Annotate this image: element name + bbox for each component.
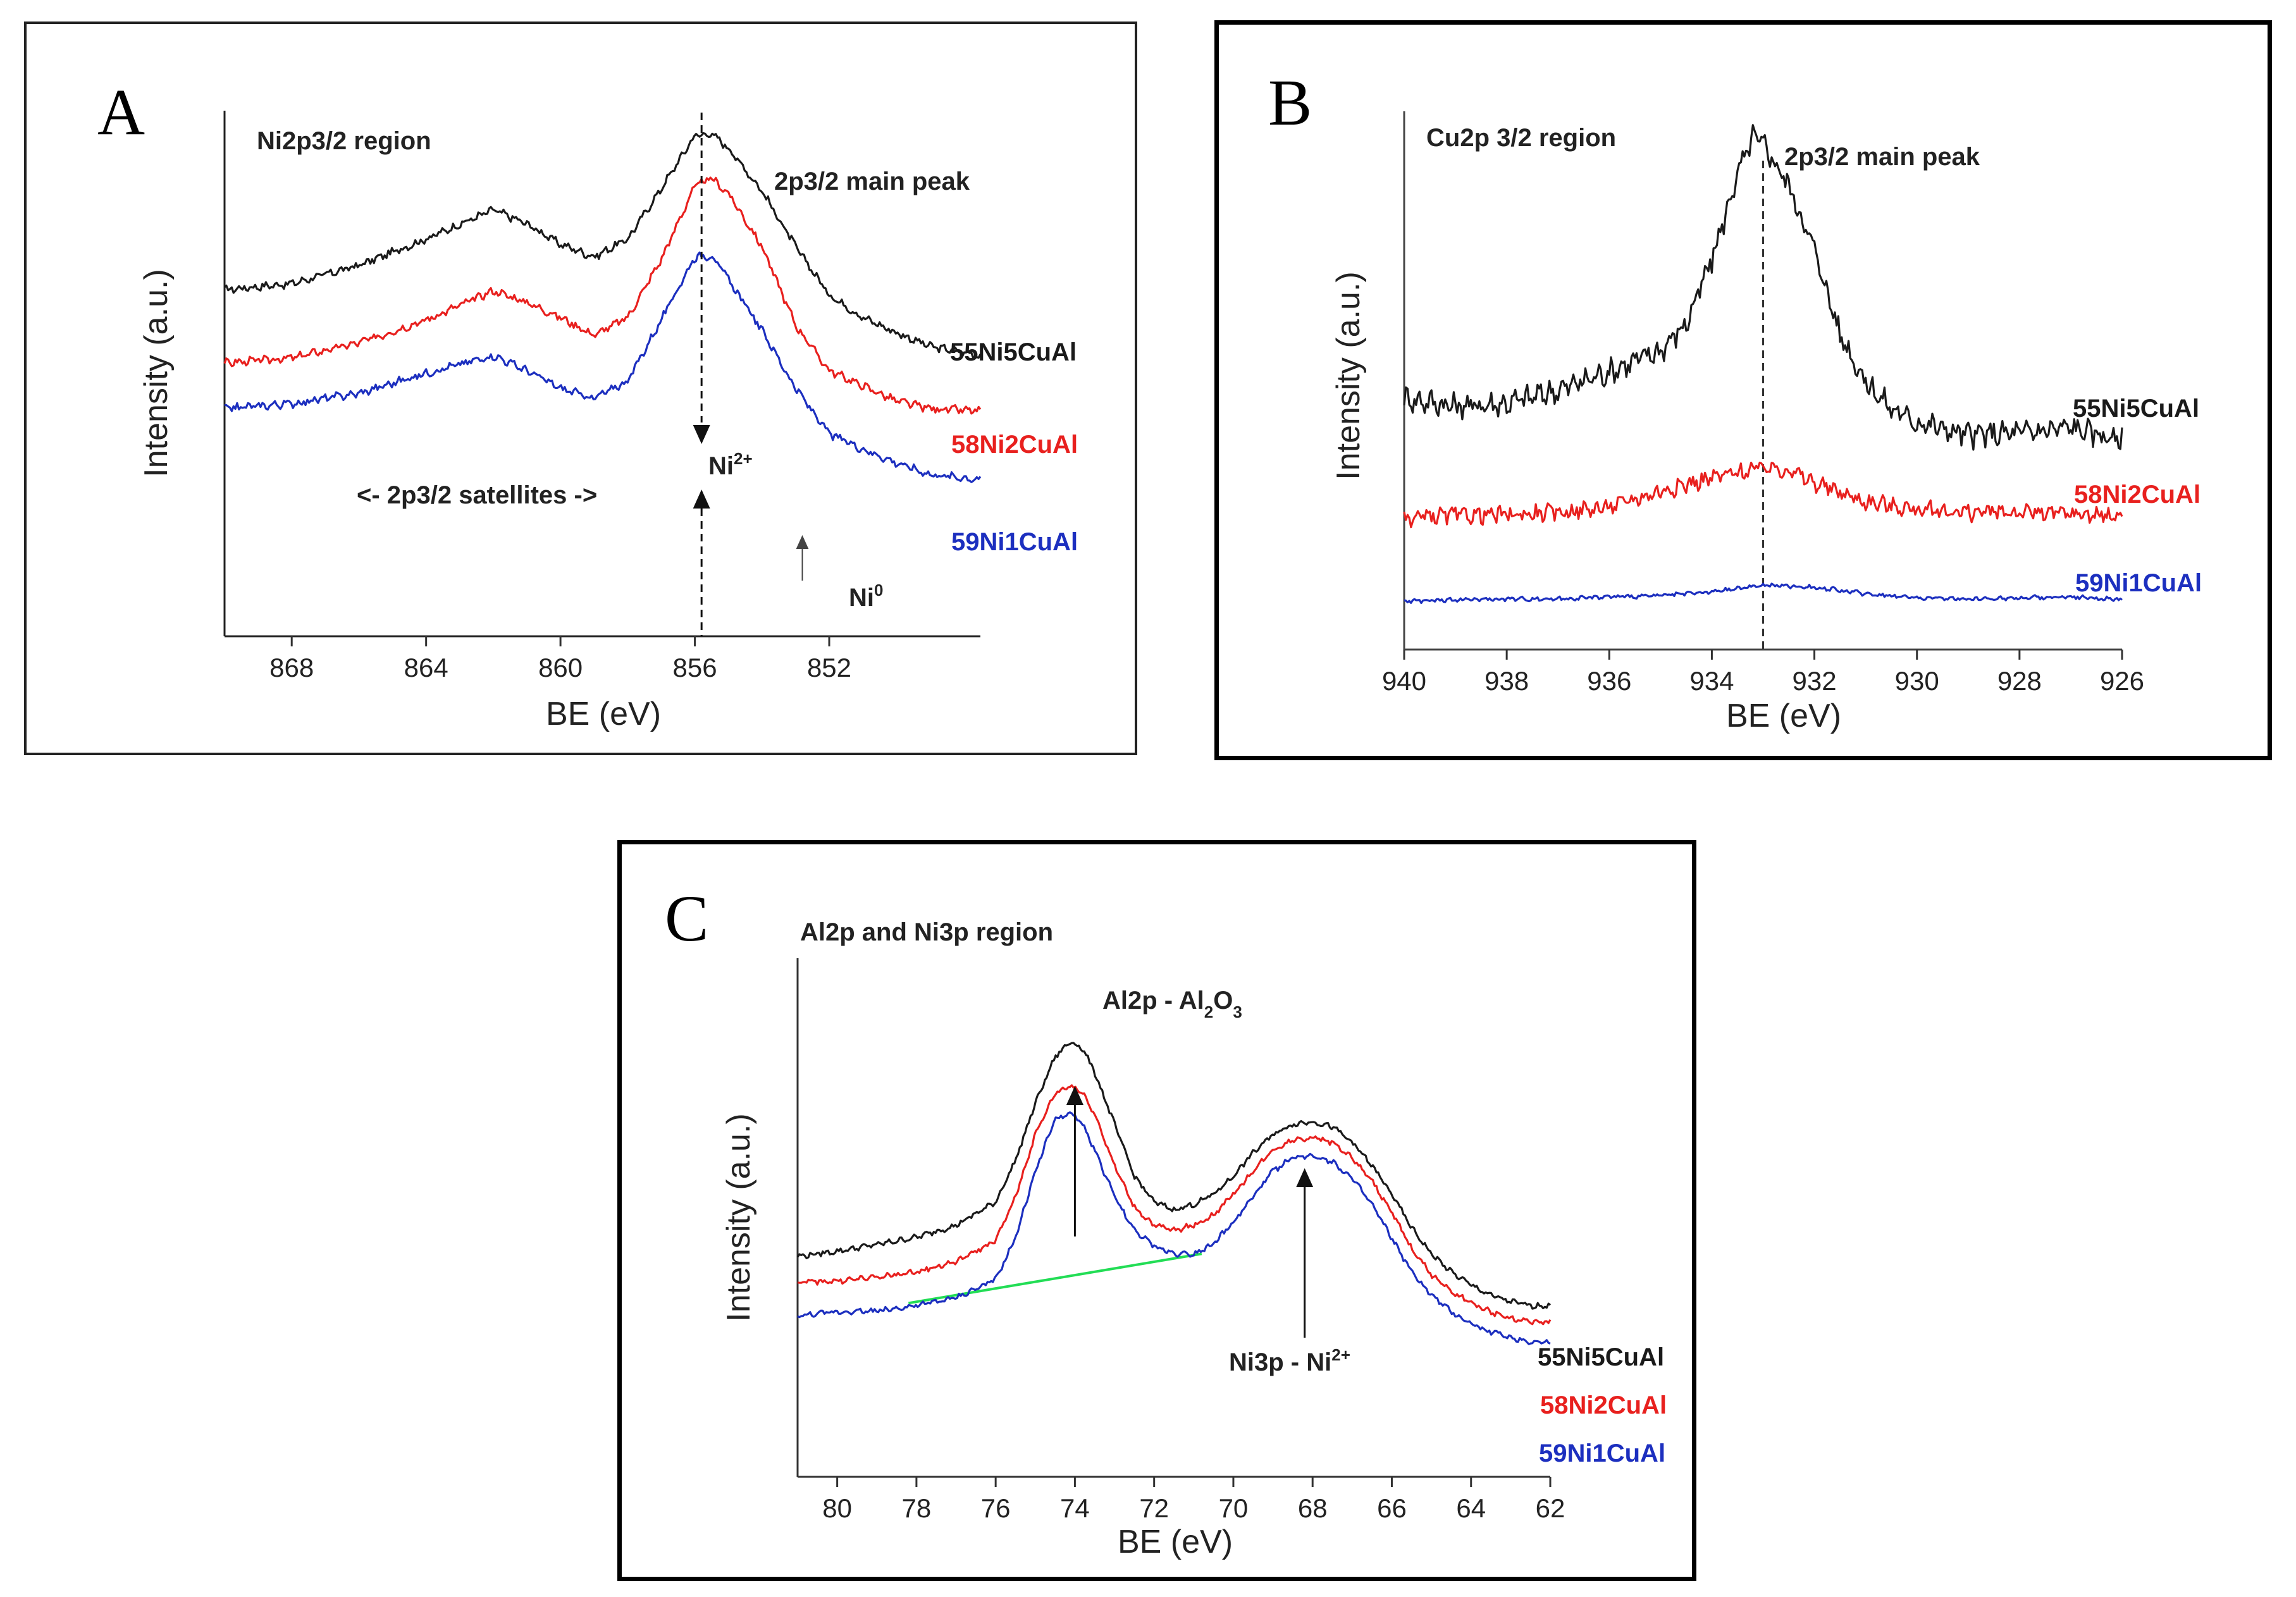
chart-a-title: Ni2p3/2 region <box>257 127 431 155</box>
x-tick-label: 934 <box>1689 666 1734 696</box>
chart-a-svg: A Ni2p3/2 region 868 864 860 856 852 2p3/2 m… <box>97 76 1078 732</box>
x-tick-label: 926 <box>2100 666 2144 696</box>
panel-b-label: B <box>1268 66 1312 139</box>
x-tick-label: 76 <box>981 1493 1011 1523</box>
series-line-55ni5cual <box>223 132 982 359</box>
panel-a-label: A <box>97 76 145 149</box>
chart-a-main-peak-label: 2p3/2 main peak <box>774 168 970 195</box>
chart-a-satellites-label: <- 2p3/2 satellites -> <box>357 481 597 509</box>
ni3p-label: Ni3p - Ni2+ <box>1229 1345 1350 1376</box>
panel-a: A Ni2p3/2 region 868 864 860 856 852 2p3/2 m… <box>24 22 1137 755</box>
x-tick-label: 860 <box>538 653 583 682</box>
x-tick-label: 78 <box>902 1493 932 1523</box>
x-tick-label: 928 <box>1997 666 2042 696</box>
x-tick-label: 864 <box>404 653 448 682</box>
chart-c-series <box>796 1042 1552 1345</box>
ni2-label: Ni2+ <box>708 449 753 480</box>
series-line-58ni2cual <box>223 176 982 415</box>
x-tick-label: 66 <box>1377 1493 1407 1523</box>
x-tick-label: 940 <box>1382 666 1426 696</box>
x-tick-label: 936 <box>1587 666 1631 696</box>
x-tick-label: 62 <box>1536 1493 1565 1523</box>
chart-b-series <box>1403 124 2123 605</box>
ni2-arrow-up-icon <box>693 490 710 509</box>
legend-a-55ni5cual: 55Ni5CuAl <box>950 338 1077 366</box>
ni0-arrow-up-icon <box>796 535 809 549</box>
series-line-58ni2cual <box>797 1084 1552 1326</box>
x-tick-label: 74 <box>1060 1493 1090 1523</box>
chart-c-y-axis-label: Intensity (a.u.) <box>720 1113 757 1321</box>
chart-b-ticks: 940 938 936 934 932 930 928 926 <box>1382 650 2144 696</box>
x-tick-label: 856 <box>673 653 717 682</box>
chart-c-svg: C Al2p and Ni3p region 80 78 76 74 72 70 68 66 6… <box>665 882 1667 1560</box>
chart-c-background-line <box>908 1252 1202 1305</box>
x-tick-label: 938 <box>1484 666 1529 696</box>
x-tick-label: 64 <box>1456 1493 1486 1523</box>
legend-c-59ni1cual: 59Ni1CuAl <box>1539 1440 1665 1467</box>
legend-b-59ni1cual: 59Ni1CuAl <box>2075 569 2202 597</box>
panel-b: B Cu2p 3/2 region 940 938 936 934 932 930 928 9… <box>1214 20 2272 760</box>
ni2-arrow-down-icon <box>693 425 710 444</box>
series-line-55ni5cual <box>796 1042 1552 1310</box>
x-tick-label: 852 <box>807 653 851 682</box>
chart-c-x-axis-label: BE (eV) <box>1118 1524 1233 1560</box>
al2p-label: Al2p - Al2O3 <box>1102 987 1242 1021</box>
series-line-58ni2cual <box>1403 461 2123 529</box>
al2p-arrow-up-icon <box>1066 1086 1083 1105</box>
chart-b-main-peak-label: 2p3/2 main peak <box>1784 143 1980 171</box>
x-tick-label: 68 <box>1298 1493 1328 1523</box>
chart-c-ticks: 80 78 76 74 72 70 68 66 64 62 <box>822 1477 1565 1523</box>
chart-b-y-axis-label: Intensity (a.u.) <box>1330 271 1367 479</box>
legend-a-58ni2cual: 58Ni2CuAl <box>951 431 1078 459</box>
chart-b-svg: B Cu2p 3/2 region 940 938 936 934 932 930 928 9… <box>1268 66 2202 734</box>
x-tick-label: 932 <box>1793 666 1837 696</box>
chart-b-x-axis-label: BE (eV) <box>1726 698 1841 734</box>
x-tick-label: 72 <box>1139 1493 1169 1523</box>
series-line-55ni5cual <box>1403 124 2123 451</box>
ni3p-arrow-up-icon <box>1296 1168 1314 1187</box>
legend-b-55ni5cual: 55Ni5CuAl <box>2073 395 2199 422</box>
series-line-59ni1cual <box>797 1111 1551 1345</box>
series-line-59ni1cual <box>225 251 982 483</box>
chart-a-x-axis-label: BE (eV) <box>546 696 661 732</box>
legend-a-59ni1cual: 59Ni1CuAl <box>951 528 1078 556</box>
chart-a-y-axis-label: Intensity (a.u.) <box>138 269 175 477</box>
legend-b-58ni2cual: 58Ni2CuAl <box>2074 481 2200 509</box>
x-tick-label: 80 <box>822 1493 852 1523</box>
ni0-label: Ni0 <box>849 581 883 612</box>
series-line-59ni1cual <box>1404 583 2123 605</box>
chart-a-series <box>223 132 982 483</box>
x-tick-label: 930 <box>1895 666 1939 696</box>
chart-a-ticks: 868 864 860 856 852 <box>269 636 851 682</box>
panel-c-label: C <box>665 882 708 955</box>
x-tick-label: 868 <box>269 653 314 682</box>
legend-c-55ni5cual: 55Ni5CuAl <box>1538 1343 1664 1371</box>
chart-c-title: Al2p and Ni3p region <box>800 918 1053 946</box>
chart-b-title: Cu2p 3/2 region <box>1426 124 1616 152</box>
panel-c: C Al2p and Ni3p region 80 78 76 74 72 70 68 66 6… <box>617 840 1696 1581</box>
x-tick-label: 70 <box>1219 1493 1249 1523</box>
legend-c-58ni2cual: 58Ni2CuAl <box>1540 1391 1667 1419</box>
